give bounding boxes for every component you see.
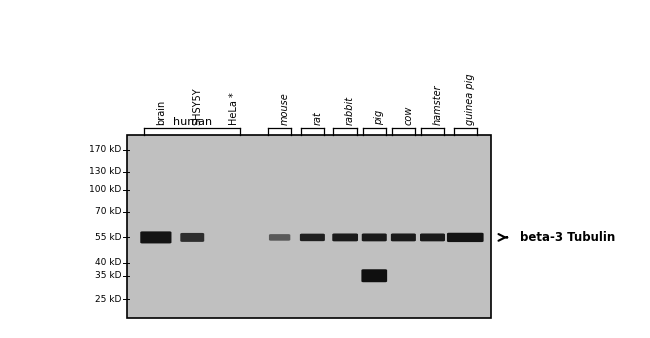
Text: guinea pig: guinea pig	[465, 73, 475, 125]
FancyBboxPatch shape	[362, 234, 387, 241]
FancyBboxPatch shape	[420, 234, 445, 241]
FancyBboxPatch shape	[140, 232, 172, 243]
Text: cow: cow	[404, 106, 413, 125]
Text: rat: rat	[313, 111, 322, 125]
Text: 40 kD: 40 kD	[95, 259, 122, 267]
FancyBboxPatch shape	[332, 234, 358, 241]
Text: 25 kD: 25 kD	[95, 295, 122, 304]
FancyBboxPatch shape	[180, 233, 204, 242]
Text: 130 kD: 130 kD	[89, 167, 122, 176]
Text: mouse: mouse	[280, 92, 290, 125]
Text: 100 kD: 100 kD	[89, 186, 122, 194]
Text: SHSY5Y: SHSY5Y	[192, 88, 202, 125]
Text: hamster: hamster	[432, 84, 443, 125]
Text: 35 kD: 35 kD	[95, 271, 122, 280]
Text: beta-3 Tubulin: beta-3 Tubulin	[520, 231, 616, 244]
Text: 55 kD: 55 kD	[95, 233, 122, 242]
Text: 170 kD: 170 kD	[89, 145, 122, 154]
Text: pig: pig	[374, 110, 384, 125]
Bar	[127, 135, 491, 318]
FancyBboxPatch shape	[300, 234, 325, 241]
Text: HeLa *: HeLa *	[229, 92, 239, 125]
Text: 70 kD: 70 kD	[95, 207, 122, 216]
Text: human: human	[173, 117, 212, 127]
FancyBboxPatch shape	[391, 234, 416, 241]
FancyBboxPatch shape	[447, 233, 484, 242]
FancyBboxPatch shape	[361, 269, 387, 282]
FancyBboxPatch shape	[269, 234, 291, 241]
Text: brain: brain	[156, 100, 166, 125]
Text: rabbit: rabbit	[345, 96, 355, 125]
